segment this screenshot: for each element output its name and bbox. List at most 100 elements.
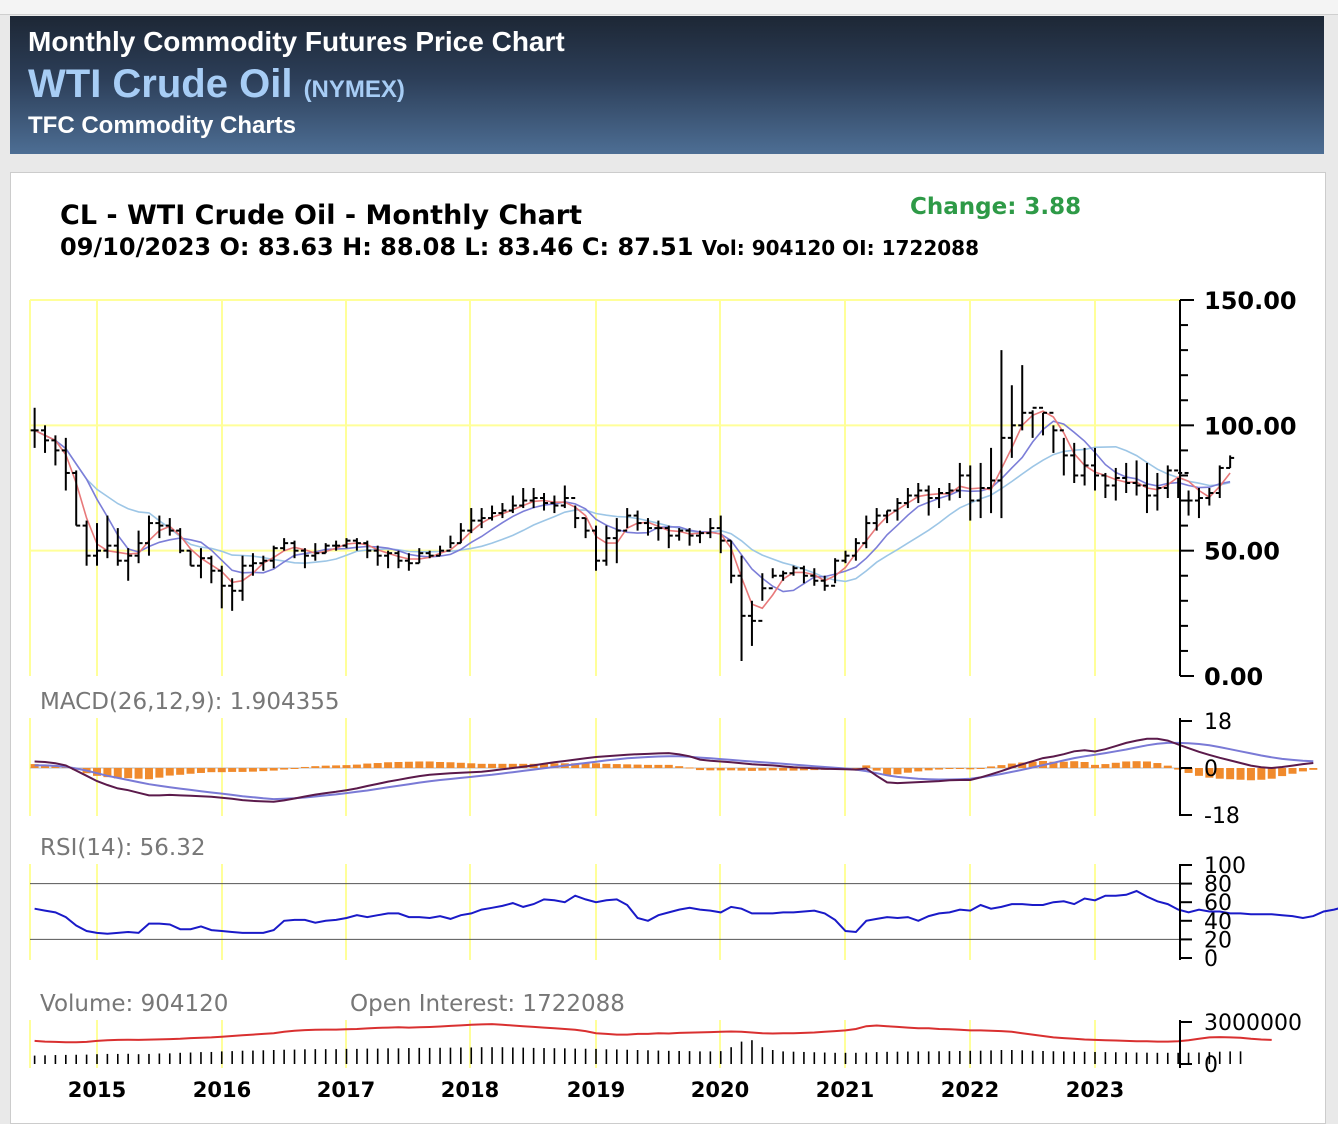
macd-histogram-bar — [540, 763, 549, 768]
macd-histogram-bar — [893, 768, 902, 775]
exchange-label: (NYMEX) — [303, 76, 405, 103]
ohlc-bar — [311, 543, 320, 561]
banner-commodity-title: WTI Crude Oil (NYMEX) — [28, 62, 405, 107]
ohlc-bar — [633, 510, 642, 531]
x-tick-label: 2023 — [1066, 1078, 1124, 1102]
volume-tick-label: 0 — [1204, 1053, 1218, 1078]
macd-histogram-bar — [716, 768, 725, 771]
ohlc-bar — [1059, 429, 1068, 476]
macd-histogram-bar — [1059, 761, 1068, 768]
macd-histogram-bar — [425, 761, 434, 768]
ohlc-bar — [217, 565, 226, 609]
ohlc-bar — [176, 528, 185, 554]
ohlc-bar — [82, 520, 91, 566]
ohlc-bar — [155, 515, 164, 539]
ohlc-bar — [851, 538, 860, 561]
rsi-line — [34, 889, 1338, 935]
ohlc-bar — [529, 488, 538, 509]
rsi-tick-label: 20 — [1204, 928, 1232, 953]
macd-histogram-bar — [976, 768, 985, 769]
price-tick-label: 0.00 — [1204, 663, 1263, 691]
ohlc-bar — [789, 565, 798, 576]
ma-slow-line — [34, 429, 1231, 583]
macd-histogram-bar — [1288, 768, 1297, 774]
ohlc-bar — [935, 488, 944, 509]
macd-histogram-bar — [727, 768, 736, 771]
ohlc-bar — [799, 565, 808, 584]
macd-histogram-bar — [1080, 761, 1089, 768]
ohlc-readout: 09/10/2023 O: 83.63 H: 88.08 L: 83.46 C:… — [60, 233, 979, 261]
macd-histogram-bar — [1226, 768, 1235, 780]
macd-histogram-bar — [300, 766, 309, 768]
macd-histogram-bar — [675, 766, 684, 768]
macd-tick-label: -18 — [1204, 804, 1240, 829]
macd-histogram-bar — [862, 765, 871, 768]
macd-histogram-bar — [508, 763, 517, 768]
ohlc-bar — [1091, 447, 1099, 491]
macd-histogram-bar — [623, 764, 632, 768]
macd-histogram-bar — [1267, 768, 1276, 779]
ohlc-bar — [955, 462, 964, 499]
commodity-name: WTI Crude Oil — [28, 62, 293, 106]
rsi-title: RSI(14): 56.32 — [40, 835, 205, 861]
macd-histogram-bar — [799, 768, 808, 771]
x-tick-label: 2018 — [441, 1078, 499, 1102]
macd-histogram-bar — [363, 763, 372, 768]
open-interest-title: Open Interest: 1722088 — [350, 991, 625, 1017]
macd-histogram-bar — [706, 768, 715, 771]
macd-histogram-bar — [872, 768, 881, 771]
ohlc-bar — [394, 550, 403, 569]
ohlc-bar — [623, 508, 632, 532]
macd-histogram-bar — [1028, 761, 1037, 768]
macd-histogram-bar — [955, 768, 964, 769]
macd-histogram-bar — [935, 768, 944, 770]
ohlc-bar — [332, 540, 341, 551]
ohlc-bar — [415, 548, 424, 565]
macd-layer — [30, 737, 1318, 803]
ohlc-bar — [987, 447, 996, 514]
ohlc-bar — [758, 573, 767, 622]
ohlc-bar — [872, 508, 881, 531]
ohlc-bar — [924, 485, 933, 516]
macd-histogram-bar — [290, 768, 299, 769]
macd-signal-line — [34, 741, 1314, 801]
ohlc-bar — [706, 518, 715, 539]
ohlc-bar — [820, 575, 829, 591]
macd-histogram-bar — [1215, 768, 1224, 779]
macd-histogram-bar — [1246, 768, 1255, 781]
ohlc-bar — [1018, 365, 1027, 431]
ohlc-bar — [779, 570, 788, 581]
ohlc-bar — [456, 523, 465, 545]
ohlc-bar — [862, 515, 871, 549]
macd-histogram-bar — [571, 763, 580, 768]
macd-histogram-bar — [612, 764, 621, 768]
macd-histogram-bar — [779, 768, 788, 771]
macd-histogram-bar — [207, 768, 216, 773]
macd-histogram-bar — [1205, 768, 1214, 778]
macd-histogram-bar — [1163, 765, 1172, 768]
macd-histogram-bar — [113, 768, 122, 779]
axis-layer: 150.00100.0050.000.00180-181008060402003… — [68, 287, 1302, 1102]
ohlc-bar — [664, 525, 673, 549]
macd-histogram-bar — [373, 763, 382, 768]
macd-histogram-bar — [124, 768, 133, 779]
volume-title: Volume: 904120 — [40, 991, 228, 1017]
macd-histogram-bar — [883, 768, 892, 776]
ohlc-bar — [643, 518, 652, 536]
vol-oi-values: Vol: 904120 OI: 1722088 — [701, 236, 979, 260]
rsi-tick-label: 60 — [1204, 891, 1232, 916]
ohlc-bar — [41, 425, 50, 453]
ohlc-bar — [477, 508, 486, 529]
rsi-layer — [30, 883, 1338, 940]
macd-histogram-bar — [1111, 762, 1120, 768]
macd-histogram-bar — [1257, 768, 1266, 780]
volume-layer — [33, 1023, 1272, 1064]
macd-histogram-bar — [747, 768, 756, 771]
ohlc-bar — [716, 515, 725, 554]
macd-histogram-bar — [228, 768, 237, 772]
macd-histogram-bar — [924, 768, 933, 771]
panel-bg — [30, 300, 1180, 676]
macd-histogram-bar — [1122, 761, 1131, 768]
macd-histogram-bar — [1278, 768, 1287, 777]
ohlc-bar — [581, 517, 590, 539]
